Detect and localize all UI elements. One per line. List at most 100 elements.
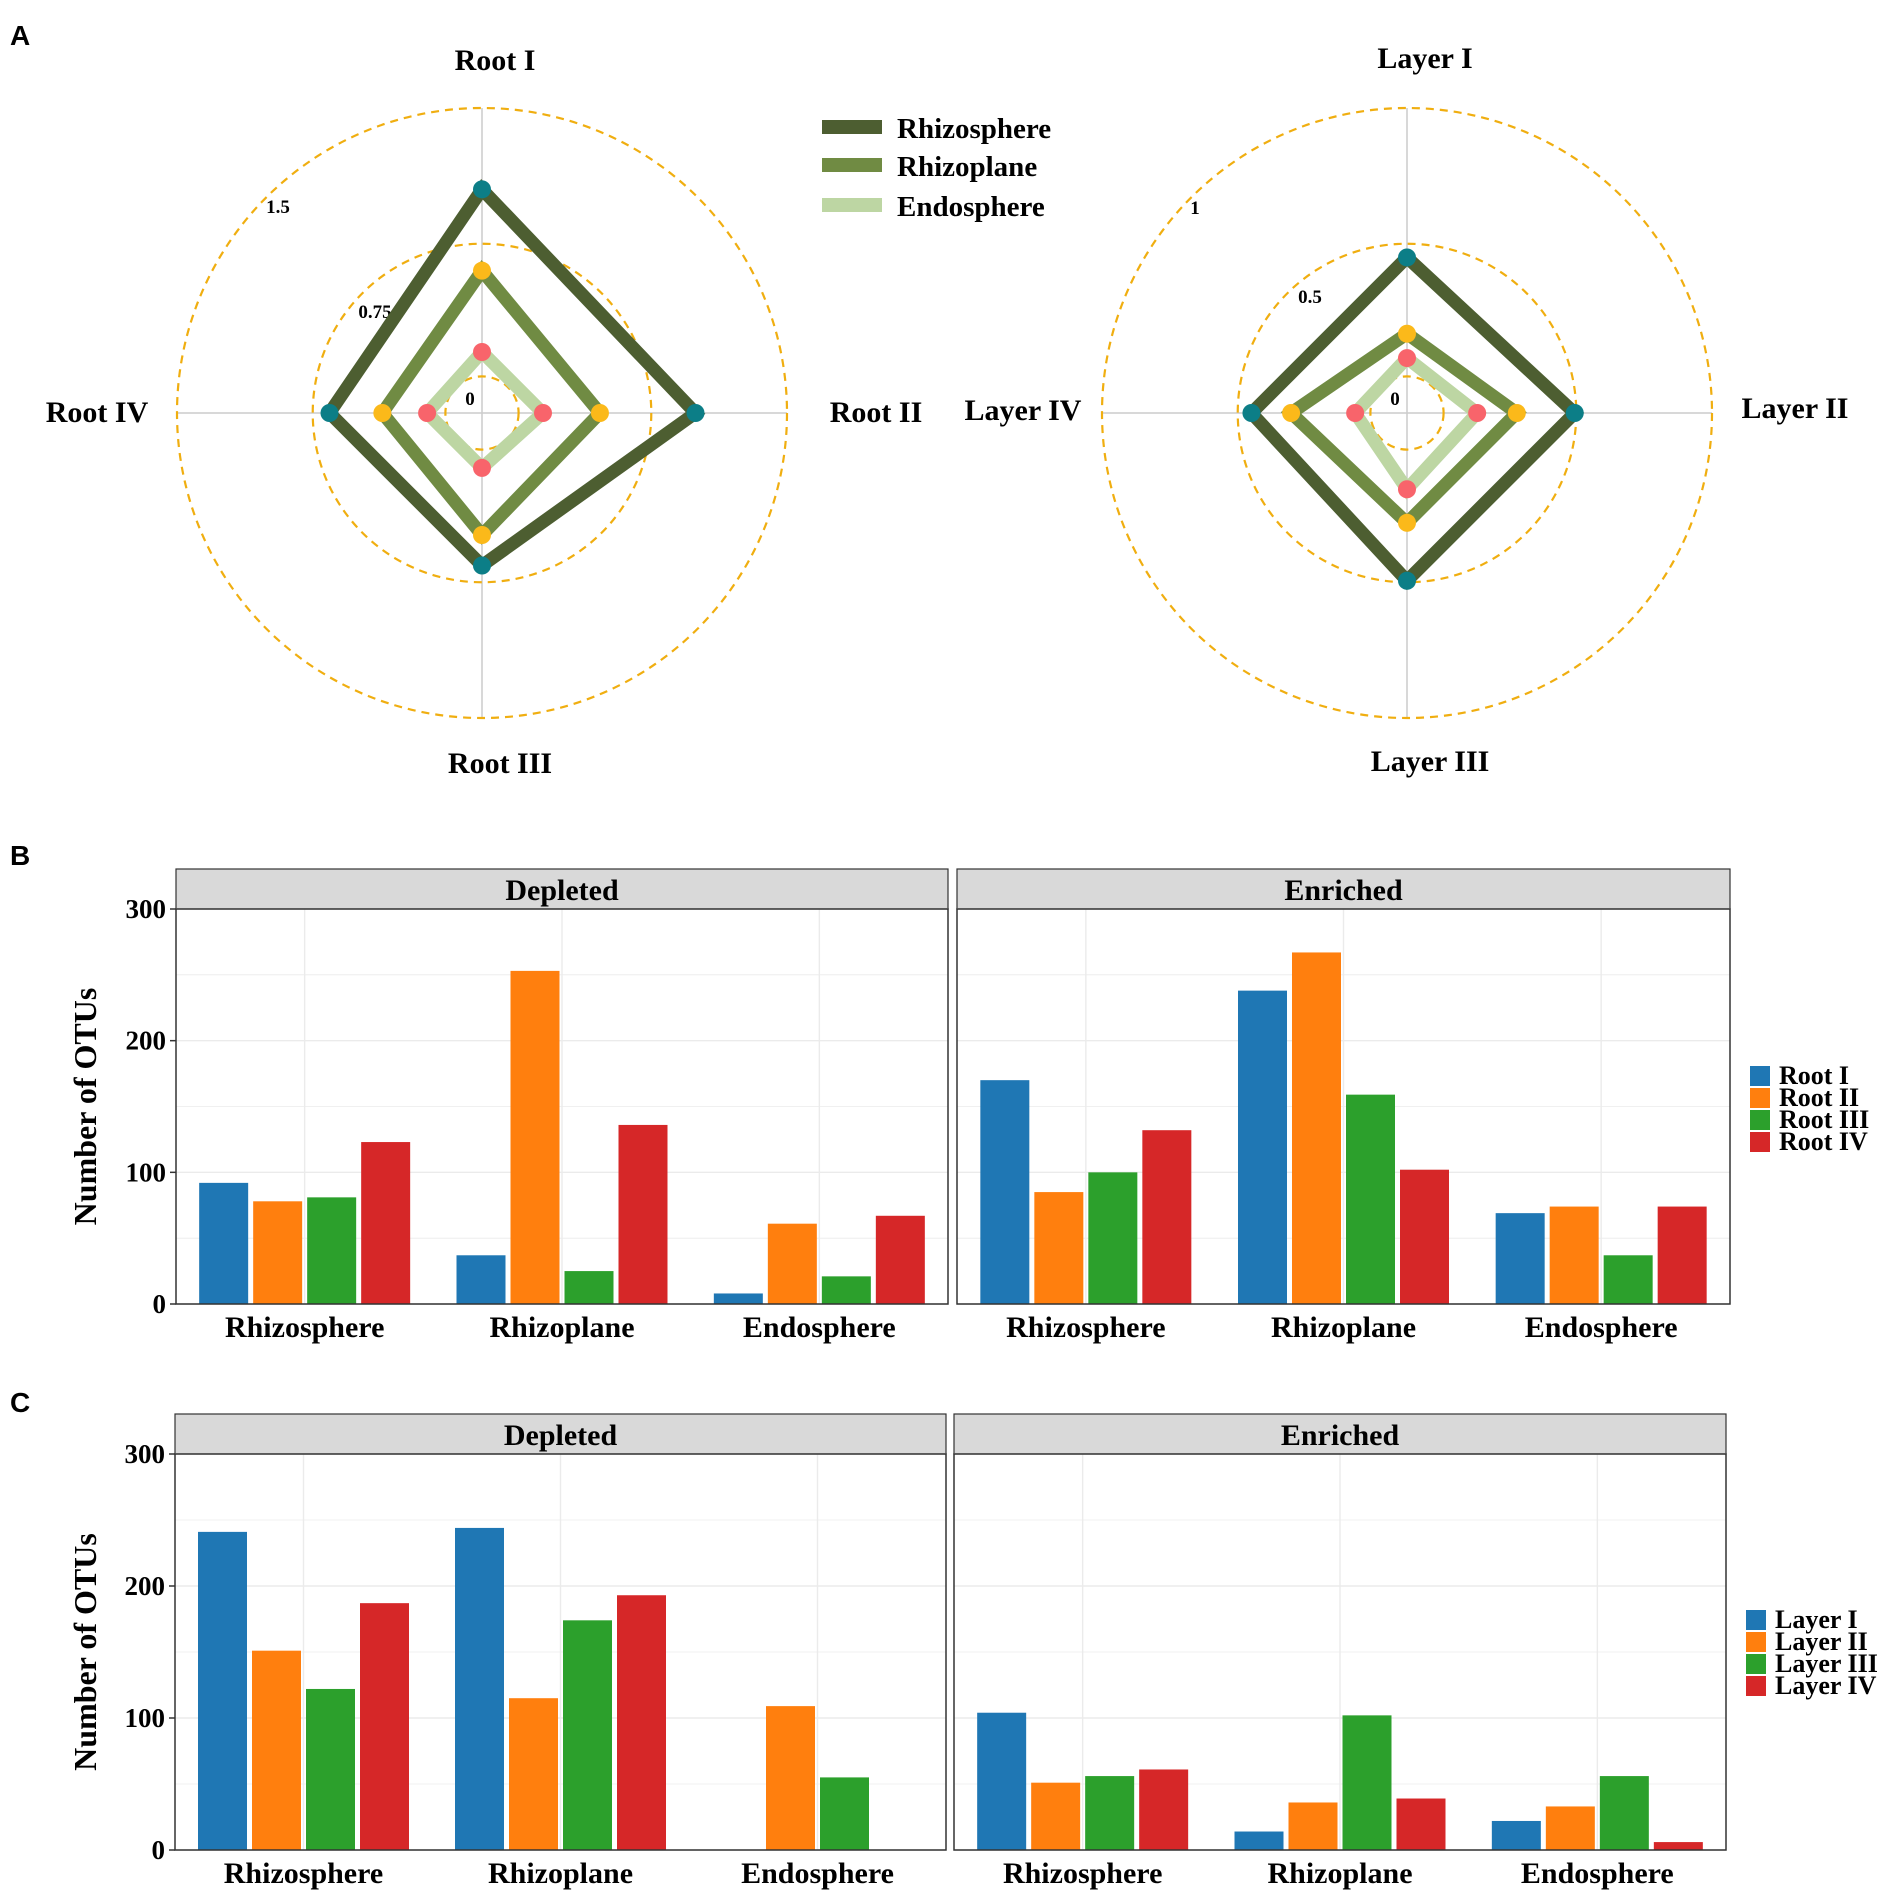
bar-root-i-rhizoplane bbox=[1238, 990, 1287, 1304]
y-tick-label: 200 bbox=[126, 1026, 167, 1056]
data-point-rhizoplane bbox=[1282, 404, 1301, 422]
facet-label-depleted: Depleted bbox=[504, 1419, 618, 1452]
data-point-rhizosphere bbox=[1398, 248, 1416, 267]
bar-root-i-rhizosphere bbox=[980, 1080, 1030, 1304]
facet-strip bbox=[175, 868, 949, 910]
bar-root-i-endosphere bbox=[713, 1293, 763, 1304]
x-tick-label-endosphere: Endosphere bbox=[741, 1857, 894, 1890]
bar-layer-i-rhizoplane bbox=[455, 1527, 504, 1850]
bar-layer-iii-rhizosphere bbox=[306, 1688, 355, 1850]
legend-label-root-i: Root I bbox=[1779, 1061, 1849, 1090]
bar-root-i-rhizoplane bbox=[456, 1255, 506, 1304]
radar-legend: Rhizosphere Rhizoplane Endosphere bbox=[822, 113, 1051, 223]
data-point-rhizoplane bbox=[473, 526, 491, 544]
legend-swatch-layer-i bbox=[1746, 1610, 1766, 1630]
bar-layer-ii-endosphere bbox=[766, 1706, 815, 1850]
data-point-rhizosphere bbox=[1398, 571, 1416, 590]
x-tick-label-endosphere: Endosphere bbox=[1525, 1311, 1678, 1344]
legend-label-layer-i: Layer I bbox=[1775, 1605, 1858, 1634]
legend-label-rhizoplane: Rhizoplane bbox=[897, 151, 1037, 183]
bar-root-ii-rhizoplane bbox=[510, 970, 560, 1304]
panel-label-a: A bbox=[10, 20, 30, 51]
data-point-endosphere bbox=[473, 343, 491, 361]
y-axis-title: Number of OTUs bbox=[67, 988, 103, 1226]
bar-layer-iii-rhizosphere bbox=[1085, 1776, 1135, 1850]
x-tick-label-rhizosphere: Rhizosphere bbox=[224, 1857, 383, 1890]
x-tick-label-rhizoplane: Rhizoplane bbox=[489, 1311, 634, 1344]
bar-layer-iv-rhizoplane bbox=[1396, 1798, 1446, 1850]
bar-layer-i-rhizoplane bbox=[1234, 1831, 1284, 1850]
axis-label-layer-iii: Layer III bbox=[1371, 745, 1490, 778]
data-point-endosphere bbox=[473, 458, 491, 477]
axis-label-layer-iv: Layer IV bbox=[965, 394, 1082, 427]
y-tick-label: 0 bbox=[152, 1835, 166, 1865]
x-tick-label-rhizosphere: Rhizosphere bbox=[1003, 1857, 1162, 1890]
legend-label-layer-iv: Layer IV bbox=[1775, 1671, 1877, 1700]
data-point-rhizoplane bbox=[590, 404, 609, 422]
bar-chart-root: Depleted Rhizosphere Rhizoplane Endosphere E… bbox=[67, 868, 1869, 1344]
axis-label-layer-i: Layer I bbox=[1377, 42, 1472, 75]
legend-swatch-layer-iv bbox=[1746, 1676, 1766, 1696]
axis-label-root-iii: Root III bbox=[448, 747, 552, 780]
radar-chart-layer: 0 0.5 1 Layer I Layer II Layer III Layer IV bbox=[965, 42, 1849, 778]
data-point-rhizosphere bbox=[1565, 404, 1584, 422]
ring-label: 0.75 bbox=[358, 302, 391, 323]
axis-label-root-i: Root I bbox=[455, 44, 536, 77]
ring-label: 1.5 bbox=[266, 197, 290, 218]
bar-root-iv-rhizoplane bbox=[1400, 1169, 1449, 1304]
legend-label-root-iii: Root III bbox=[1779, 1105, 1869, 1134]
legend-label-endosphere: Endosphere bbox=[897, 191, 1045, 223]
legend-label-layer-iii: Layer III bbox=[1775, 1649, 1878, 1678]
ring-label: 0 bbox=[465, 389, 475, 410]
facet-label-depleted: Depleted bbox=[505, 874, 619, 907]
data-point-rhizoplane bbox=[1398, 513, 1416, 532]
legend-swatch-root-i bbox=[1750, 1066, 1770, 1086]
plot-border bbox=[953, 1453, 1727, 1851]
x-tick-label-endosphere: Endosphere bbox=[1521, 1857, 1674, 1890]
data-point-rhizoplane bbox=[1398, 324, 1416, 343]
bar-layer-iv-rhizoplane bbox=[617, 1595, 666, 1850]
bar-layer-iii-endosphere bbox=[820, 1777, 869, 1850]
x-tick-label-rhizoplane: Rhizoplane bbox=[1267, 1857, 1412, 1890]
legend-swatch-root-ii bbox=[1750, 1088, 1770, 1108]
grid-ring bbox=[311, 242, 653, 584]
data-point-rhizosphere bbox=[320, 404, 339, 422]
legend-label-root-ii: Root II bbox=[1779, 1083, 1859, 1112]
bar-layer-i-endosphere bbox=[1491, 1820, 1541, 1850]
bar-layer-ii-rhizosphere bbox=[1031, 1782, 1081, 1850]
legend-label-layer-ii: Layer II bbox=[1775, 1627, 1868, 1656]
bar-root-iii-rhizosphere bbox=[307, 1197, 357, 1304]
data-point-rhizoplane bbox=[373, 404, 392, 422]
radar-chart-root: 0 0.75 1.5 Root I Root II Root III Root IV bbox=[46, 44, 923, 780]
data-point-endosphere bbox=[1346, 404, 1365, 422]
bar-layer-ii-rhizoplane bbox=[1288, 1802, 1338, 1850]
plot-border bbox=[174, 1453, 947, 1851]
grid-ring bbox=[175, 106, 789, 720]
axis-label-layer-ii: Layer II bbox=[1742, 392, 1849, 425]
ring-label: 1 bbox=[1190, 198, 1200, 219]
grid-ring bbox=[1100, 106, 1714, 720]
bar-root-iii-endosphere bbox=[1603, 1255, 1653, 1304]
bar-root-iii-endosphere bbox=[821, 1276, 871, 1304]
data-point-rhizosphere bbox=[473, 180, 491, 199]
bar-root-ii-rhizosphere bbox=[1034, 1192, 1084, 1304]
data-point-rhizoplane bbox=[473, 261, 491, 280]
data-point-endosphere bbox=[1398, 349, 1416, 368]
data-point-endosphere bbox=[1468, 404, 1487, 422]
bar-layer-iii-endosphere bbox=[1599, 1776, 1649, 1850]
bar-layer-i-rhizosphere bbox=[198, 1531, 247, 1850]
bar-root-ii-endosphere bbox=[767, 1223, 817, 1304]
y-tick-label: 100 bbox=[126, 1157, 167, 1187]
y-tick-label: 0 bbox=[153, 1289, 167, 1319]
bar-layer-i-rhizosphere bbox=[977, 1712, 1027, 1850]
y-tick-label: 200 bbox=[125, 1571, 166, 1601]
data-point-rhizoplane bbox=[1507, 404, 1526, 422]
data-point-rhizosphere bbox=[686, 404, 705, 422]
bar-layer-ii-endosphere bbox=[1545, 1806, 1595, 1850]
facet-label-enriched: Enriched bbox=[1284, 874, 1403, 907]
x-tick-label-rhizoplane: Rhizoplane bbox=[488, 1857, 633, 1890]
facet-label-enriched: Enriched bbox=[1281, 1419, 1400, 1452]
data-point-endosphere bbox=[418, 404, 437, 422]
legend-label-root-iv: Root IV bbox=[1779, 1127, 1868, 1156]
